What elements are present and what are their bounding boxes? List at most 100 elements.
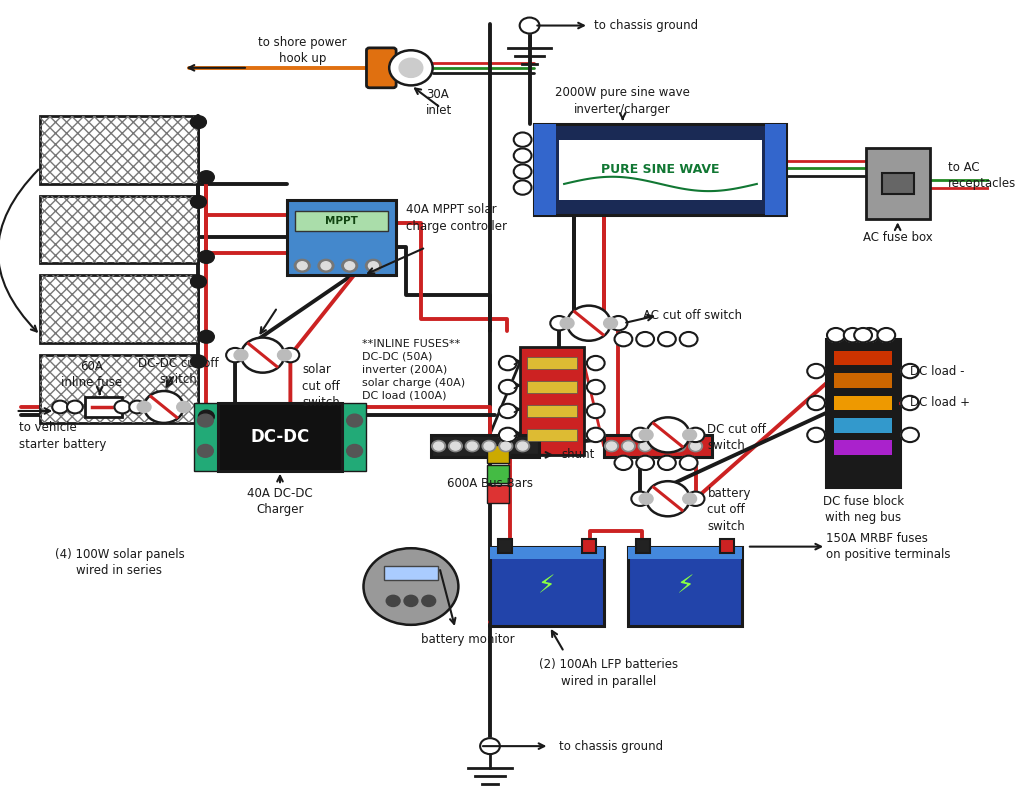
Circle shape [241,338,285,373]
FancyBboxPatch shape [194,403,218,471]
FancyBboxPatch shape [40,196,199,263]
FancyBboxPatch shape [834,440,892,455]
Circle shape [640,442,650,450]
Circle shape [422,595,435,606]
Circle shape [161,401,177,413]
FancyBboxPatch shape [834,396,892,410]
FancyBboxPatch shape [582,539,596,553]
Circle shape [609,316,628,330]
Circle shape [369,262,378,270]
Circle shape [690,442,700,450]
FancyBboxPatch shape [295,211,388,231]
Circle shape [516,440,529,452]
FancyBboxPatch shape [519,347,584,455]
Circle shape [482,440,496,452]
FancyBboxPatch shape [834,373,892,388]
Circle shape [146,401,162,413]
Circle shape [878,328,895,342]
Circle shape [364,548,459,625]
FancyBboxPatch shape [834,418,892,433]
Circle shape [465,440,479,452]
Circle shape [567,306,610,341]
Circle shape [844,328,861,342]
FancyBboxPatch shape [636,539,650,553]
Circle shape [632,492,649,506]
FancyBboxPatch shape [85,397,123,417]
Text: solar
cut off
switch: solar cut off switch [302,363,340,409]
Circle shape [366,259,381,272]
Circle shape [614,332,632,346]
Circle shape [655,440,669,452]
Circle shape [144,391,183,423]
Circle shape [680,456,697,470]
FancyBboxPatch shape [535,124,556,215]
Circle shape [807,364,825,378]
Circle shape [519,18,540,34]
Circle shape [560,318,574,329]
Circle shape [901,428,919,442]
FancyBboxPatch shape [865,148,930,219]
FancyBboxPatch shape [218,403,342,471]
FancyBboxPatch shape [526,429,577,441]
Circle shape [587,404,604,418]
Circle shape [807,396,825,410]
FancyBboxPatch shape [288,200,396,275]
Circle shape [901,364,919,378]
Circle shape [514,132,531,147]
FancyBboxPatch shape [526,405,577,417]
Circle shape [52,401,68,413]
FancyBboxPatch shape [367,48,396,88]
Circle shape [499,428,517,442]
Text: shunt: shunt [561,448,595,461]
FancyBboxPatch shape [559,140,762,200]
Circle shape [687,428,705,442]
Circle shape [199,171,214,184]
Text: to AC
receptacles: to AC receptacles [947,161,1016,190]
Circle shape [499,404,517,418]
FancyBboxPatch shape [526,381,577,393]
Circle shape [198,444,213,457]
Circle shape [234,350,248,361]
Circle shape [297,262,307,270]
Circle shape [434,442,443,450]
Circle shape [657,442,667,450]
Text: to chassis ground: to chassis ground [559,740,664,753]
Circle shape [386,595,400,606]
Text: to vehicle
starter battery: to vehicle starter battery [18,421,105,451]
Circle shape [636,456,654,470]
Text: DC-DC: DC-DC [251,428,309,446]
Text: to chassis ground: to chassis ground [594,19,698,32]
Text: (4) 100W solar panels
wired in series: (4) 100W solar panels wired in series [54,548,184,577]
Circle shape [587,428,604,442]
Circle shape [622,440,635,452]
Circle shape [518,442,527,450]
FancyBboxPatch shape [498,539,512,553]
FancyBboxPatch shape [882,173,913,195]
Text: 150A MRBF fuses
on positive terminals: 150A MRBF fuses on positive terminals [826,532,950,561]
Circle shape [587,356,604,370]
Circle shape [674,442,684,450]
FancyBboxPatch shape [834,351,892,365]
Circle shape [190,355,207,368]
Circle shape [514,180,531,195]
Circle shape [294,259,310,272]
FancyBboxPatch shape [40,355,199,423]
Circle shape [639,493,653,504]
Text: DC load -: DC load - [910,365,965,377]
Text: DC load +: DC load + [910,397,970,409]
Circle shape [501,442,511,450]
Circle shape [658,332,676,346]
Circle shape [689,440,702,452]
Circle shape [467,442,477,450]
Text: battery monitor: battery monitor [421,633,514,646]
Circle shape [658,456,676,470]
FancyBboxPatch shape [342,403,367,471]
Circle shape [318,259,334,272]
Text: 40A DC-DC
Charger: 40A DC-DC Charger [247,487,313,516]
Circle shape [129,401,145,413]
Circle shape [687,492,705,506]
Text: DC-DC cut off
switch: DC-DC cut off switch [138,357,219,386]
Text: 2000W pure sine wave
inverter/charger: 2000W pure sine wave inverter/charger [555,86,690,116]
Text: 60A
inline fuse: 60A inline fuse [61,360,122,389]
Circle shape [636,332,654,346]
